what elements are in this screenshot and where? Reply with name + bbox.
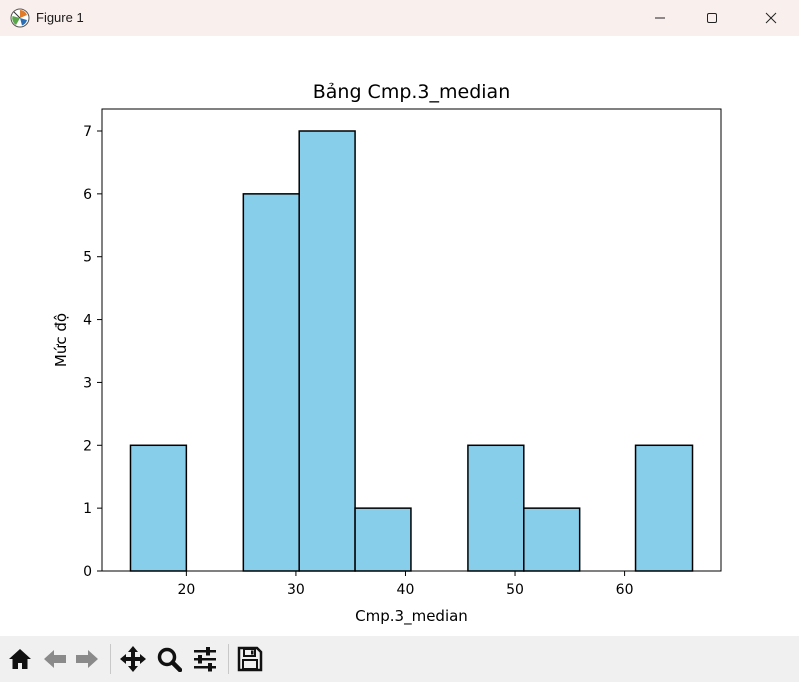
navigation-toolbar (0, 636, 799, 682)
pan-button[interactable] (118, 644, 148, 674)
x-tick-label: 20 (177, 582, 195, 598)
window-title: Figure 1 (36, 10, 84, 25)
histogram-bar (634, 444, 694, 572)
toolbar-separator (110, 644, 111, 674)
x-tick-label: 30 (287, 582, 305, 598)
close-icon (765, 12, 777, 24)
configure-subplots-button[interactable] (190, 644, 220, 674)
pan-icon (120, 646, 146, 672)
back-button[interactable] (40, 644, 70, 674)
configure-subplots-icon (194, 647, 216, 672)
histogram-bar (467, 444, 525, 572)
y-tick-label: 7 (83, 124, 92, 140)
save-button[interactable] (235, 644, 265, 674)
histogram-bar (354, 507, 412, 572)
home-icon (9, 649, 31, 669)
zoom-icon (157, 647, 182, 672)
y-tick-label: 0 (83, 564, 92, 580)
axes-frame (101, 108, 722, 572)
home-button[interactable] (5, 644, 35, 674)
matplotlib-logo-icon (10, 8, 30, 28)
x-ticks: 20 30 40 50 60 (177, 571, 634, 598)
maximize-icon (707, 13, 717, 23)
histogram-bar (242, 193, 300, 572)
y-tick-label: 3 (83, 375, 92, 391)
back-icon (44, 650, 66, 668)
minimize-button[interactable] (637, 0, 683, 36)
histogram-chart: 20 30 40 50 60 0 1 2 3 4 5 6 7 Bảng Cmp.3_median Cm… (52, 81, 722, 626)
close-button[interactable] (748, 0, 794, 36)
maximize-button[interactable] (689, 0, 735, 36)
toolbar-separator (228, 644, 229, 674)
histogram-bar (129, 444, 188, 572)
histogram-bar (298, 130, 356, 572)
y-tick-label: 6 (83, 187, 92, 203)
forward-button[interactable] (72, 644, 102, 674)
y-tick-label: 2 (83, 438, 92, 454)
figure-canvas: 20 30 40 50 60 0 1 2 3 4 5 6 7 Bảng Cmp.3_median Cm… (0, 36, 799, 636)
histogram-bar (523, 507, 581, 572)
y-ticks: 0 1 2 3 4 5 6 7 (83, 124, 102, 580)
x-tick-label: 60 (616, 582, 634, 598)
zoom-button[interactable] (154, 644, 184, 674)
bars-layer (129, 130, 694, 572)
y-tick-label: 4 (83, 313, 92, 329)
forward-icon (76, 650, 98, 668)
x-axis-label: Cmp.3_median (355, 607, 468, 626)
minimize-icon (655, 17, 665, 19)
y-axis-label: Mức độ (52, 313, 70, 367)
window-titlebar: Figure 1 (0, 0, 799, 36)
y-tick-label: 1 (83, 501, 92, 517)
chart-title: Bảng Cmp.3_median (313, 81, 511, 103)
y-tick-label: 5 (83, 250, 92, 266)
save-icon (237, 646, 263, 672)
x-tick-label: 40 (397, 582, 415, 598)
x-tick-label: 50 (506, 582, 524, 598)
